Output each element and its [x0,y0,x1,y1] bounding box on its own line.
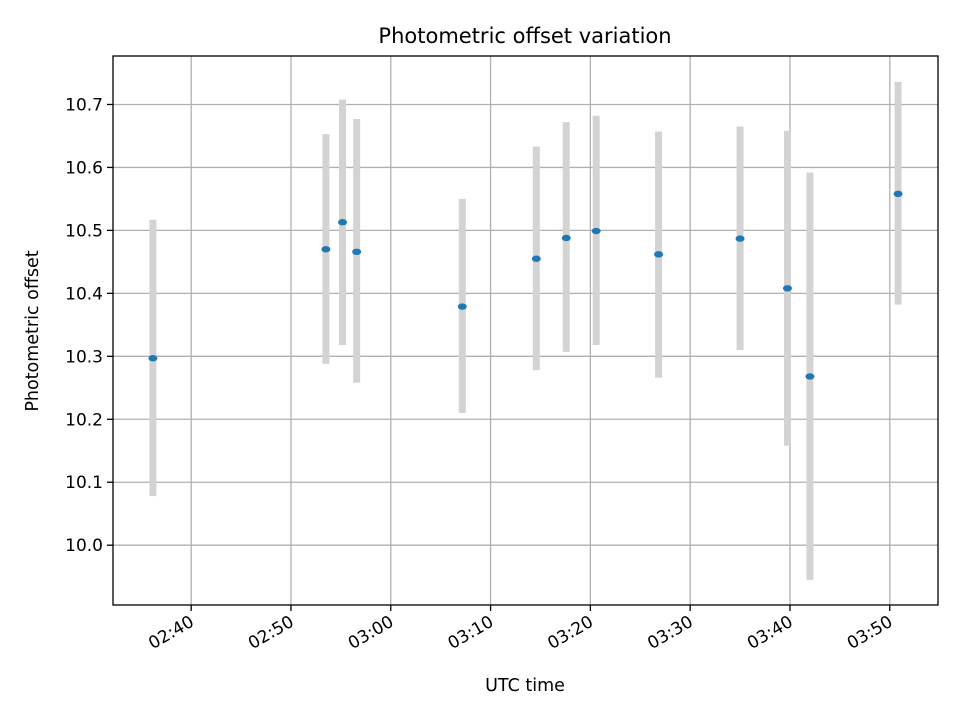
data-point [805,373,815,380]
y-axis-ticks: 10.0 10.1 10.2 10.3 10.4 10.5 10.6 10.7 [65,95,113,556]
y-tick-label: 10.3 [65,347,103,367]
data-point [654,251,664,258]
data-point [893,190,903,198]
y-tick-label: 10.4 [65,284,103,304]
y-tick-label: 10.2 [65,410,103,430]
data-point [457,303,467,310]
chart-title: Photometric offset variation [378,24,671,48]
grid [113,56,938,605]
y-tick-label: 10.0 [65,536,103,556]
y-tick-label: 10.5 [65,221,103,241]
y-tick-label: 10.7 [65,95,103,115]
data-point [321,246,331,253]
y-tick-label: 10.1 [65,473,103,493]
data-point [352,248,362,256]
data-point [782,285,792,292]
x-axis-label: UTC time [485,676,565,696]
data-point [561,234,571,242]
plot-frame [112,55,939,606]
data-points [148,190,903,380]
data-point [148,355,158,362]
data-point [338,219,348,226]
y-axis-label: Photometric offset [23,250,43,411]
data-point [735,235,745,242]
data-point [531,255,541,262]
data-point [591,227,601,235]
y-tick-label: 10.6 [65,158,103,178]
